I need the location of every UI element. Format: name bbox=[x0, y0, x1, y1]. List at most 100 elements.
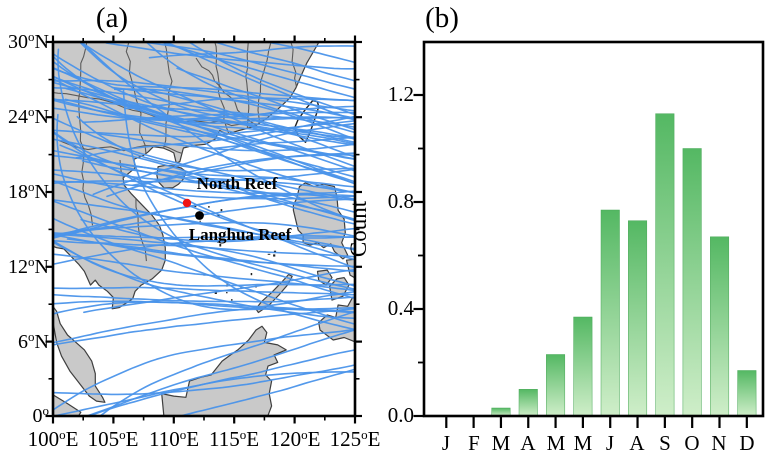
lat-tick-label: 24oN bbox=[8, 104, 49, 128]
bar-chart-panel: 0.0 0.4 0.8 1.2 J F M A M M J A S O N D … bbox=[346, 2, 765, 455]
lon-tick-label: 100oE bbox=[28, 427, 79, 451]
x-tick-label: A bbox=[629, 431, 645, 455]
bar-A bbox=[628, 220, 648, 417]
typhoon-track bbox=[53, 239, 355, 258]
province-boundary bbox=[78, 42, 94, 226]
x-tick-label: J bbox=[606, 431, 614, 455]
lon-tick-label: 120oE bbox=[270, 427, 321, 451]
y-tick-label: 0.4 bbox=[388, 296, 415, 320]
x-tick-label: M bbox=[547, 431, 566, 455]
bar-M bbox=[573, 316, 593, 417]
bar-O bbox=[682, 148, 702, 417]
typhoon-track bbox=[80, 218, 355, 243]
islet-speck bbox=[194, 205, 197, 208]
typhoon-track bbox=[138, 86, 355, 158]
y-tick-label: 0.8 bbox=[388, 189, 414, 213]
typhoon-track bbox=[176, 67, 355, 131]
x-tick-label: N bbox=[711, 431, 726, 455]
north-reef-marker bbox=[182, 198, 192, 208]
typhoon-track bbox=[53, 253, 355, 292]
langhua-reef-label: Langhua Reef bbox=[189, 225, 292, 244]
typhoon-track bbox=[131, 152, 355, 187]
typhoon-track bbox=[53, 300, 355, 313]
x-tick-label: J bbox=[442, 431, 450, 455]
typhoon-track bbox=[53, 364, 355, 396]
north-reef-label: North Reef bbox=[197, 174, 278, 193]
typhoon-track bbox=[154, 117, 355, 139]
islet-speck bbox=[214, 291, 217, 294]
typhoon-track bbox=[123, 97, 355, 110]
islet-speck bbox=[250, 273, 253, 276]
bar-S bbox=[655, 113, 675, 417]
lat-tick-label: 6oN bbox=[18, 329, 49, 353]
lon-tick-label: 105oE bbox=[88, 427, 139, 451]
typhoon-track bbox=[113, 88, 355, 141]
panel-b-title: (b) bbox=[425, 2, 459, 34]
islet-speck bbox=[267, 253, 271, 255]
typhoon-track bbox=[59, 144, 355, 269]
typhoon-track bbox=[53, 99, 355, 145]
typhoon-track bbox=[53, 221, 355, 237]
typhoon-track bbox=[53, 232, 355, 239]
y-tick-label: 0.0 bbox=[388, 403, 414, 427]
panel-a-title: (a) bbox=[96, 2, 128, 34]
islet-speck bbox=[208, 206, 210, 208]
langhua-reef-marker bbox=[195, 211, 204, 220]
typhoon-track bbox=[53, 286, 355, 296]
typhoon-track bbox=[53, 328, 355, 411]
x-tick-label: D bbox=[739, 431, 754, 455]
typhoon-track bbox=[187, 42, 355, 116]
typhoon-track bbox=[53, 290, 355, 344]
month-bars bbox=[491, 113, 757, 417]
bar-M bbox=[546, 354, 566, 417]
lat-tick-label: 12oN bbox=[8, 254, 49, 278]
typhoon-track bbox=[53, 371, 355, 416]
lon-tick-label: 115oE bbox=[209, 427, 259, 451]
typhoon-track bbox=[53, 138, 355, 225]
typhoon-track bbox=[53, 79, 355, 112]
typhoon-track bbox=[148, 45, 355, 59]
typhoon-track bbox=[53, 75, 355, 161]
bar-J bbox=[600, 209, 620, 417]
bar-N bbox=[710, 236, 730, 417]
typhoon-track bbox=[106, 154, 355, 198]
islet-speck bbox=[220, 209, 223, 212]
typhoon-track bbox=[53, 179, 355, 250]
typhoon-track bbox=[53, 168, 355, 185]
typhoon-track bbox=[105, 42, 355, 70]
typhoon-track bbox=[92, 122, 355, 196]
typhoon-track bbox=[57, 48, 355, 291]
lat-tick-label: 30oN bbox=[8, 29, 49, 53]
typhoon-track bbox=[263, 42, 355, 64]
x-tick-label: F bbox=[468, 431, 480, 455]
typhoon-track bbox=[164, 42, 355, 121]
lat-tick-label: 0o bbox=[33, 403, 50, 427]
typhoon-track bbox=[53, 194, 355, 238]
typhoon-track bbox=[178, 368, 355, 416]
typhoon-track bbox=[75, 115, 355, 159]
typhoon-track bbox=[53, 173, 355, 200]
x-tick-label: M bbox=[492, 431, 511, 455]
typhoon-track bbox=[53, 307, 355, 346]
x-tick-label: A bbox=[520, 431, 536, 455]
x-tick-label: O bbox=[684, 431, 699, 455]
typhoon-track bbox=[53, 169, 355, 214]
typhoon-track bbox=[53, 149, 355, 188]
typhoon-track bbox=[98, 133, 355, 152]
y-axis-label: Count bbox=[346, 200, 371, 257]
typhoon-track bbox=[53, 52, 355, 146]
typhoon-track bbox=[53, 81, 355, 140]
typhoon-track bbox=[211, 136, 355, 150]
typhoon-track bbox=[82, 111, 355, 124]
islet-speck bbox=[231, 299, 233, 301]
islet-speck bbox=[219, 243, 222, 247]
typhoon-track bbox=[53, 154, 355, 222]
map-panel: North Reef Langhua Reef 30oN 24oN 18oN 1… bbox=[8, 2, 380, 451]
typhoon-track bbox=[53, 300, 355, 315]
bar-A bbox=[518, 389, 538, 417]
islet-speck bbox=[226, 292, 228, 294]
lat-tick-label: 18oN bbox=[8, 179, 49, 203]
map-frame bbox=[51, 40, 357, 418]
